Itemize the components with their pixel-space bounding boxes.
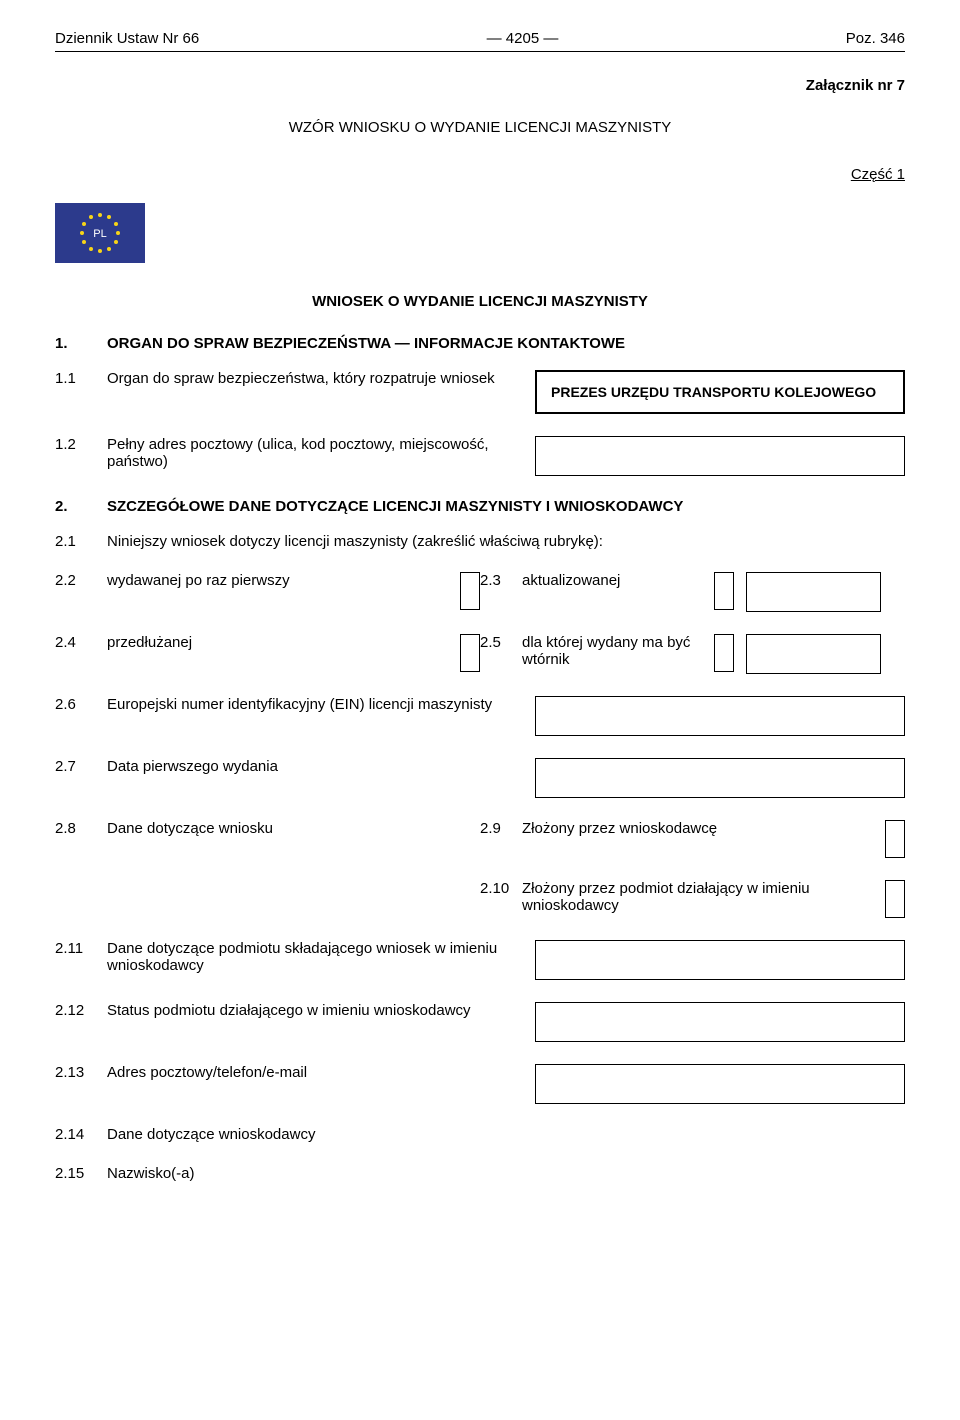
label-2-7: Data pierwszego wydania [107, 758, 523, 775]
authority-box: PREZES URZĘDU TRANSPORTU KOLEJOWEGO [535, 370, 905, 414]
label-2-1: Niniejszy wniosek dotyczy licencji maszy… [107, 533, 905, 550]
row-2-1: 2.1 Niniejszy wniosek dotyczy licencji m… [55, 533, 905, 550]
label-2-14: Dane dotyczące wnioskodawcy [107, 1126, 905, 1143]
label-2-3: aktualizowanej [522, 572, 702, 589]
row-1-1: 1.1 Organ do spraw bezpieczeństwa, który… [55, 370, 905, 414]
row-2-14: 2.14 Dane dotyczące wnioskodawcy [55, 1126, 905, 1143]
input-2-5[interactable] [746, 634, 881, 674]
row-1-2: 1.2 Pełny adres pocztowy (ulica, kod poc… [55, 436, 905, 476]
label-2-9: Złożony przez wnioskodawcę [522, 820, 873, 837]
page-header: Dziennik Ustaw Nr 66 — 4205 — Poz. 346 [55, 30, 905, 47]
input-2-11[interactable] [535, 940, 905, 980]
section-2-title: SZCZEGÓŁOWE DANE DOTYCZĄCE LICENCJI MASZ… [107, 498, 905, 515]
checkbox-2-9[interactable] [885, 820, 905, 858]
num-2-8: 2.8 [55, 820, 95, 837]
eu-flag-icon: PL [55, 203, 145, 263]
row-2-2-2-3: 2.2 wydawanej po raz pierwszy 2.3 aktual… [55, 572, 905, 612]
header-left: Dziennik Ustaw Nr 66 [55, 30, 199, 47]
input-2-3[interactable] [746, 572, 881, 612]
checkbox-2-3[interactable] [714, 572, 734, 610]
label-2-8: Dane dotyczące wniosku [107, 820, 480, 837]
section-2-num: 2. [55, 498, 95, 515]
label-2-12: Status podmiotu działającego w imieniu w… [107, 1002, 523, 1019]
row-2-15: 2.15 Nazwisko(-a) [55, 1165, 905, 1182]
document-title: WZÓR WNIOSKU O WYDANIE LICENCJI MASZYNIS… [55, 119, 905, 136]
num-2-5: 2.5 [480, 634, 510, 651]
input-2-6[interactable] [535, 696, 905, 736]
checkbox-2-2[interactable] [460, 572, 480, 610]
num-2-15: 2.15 [55, 1165, 95, 1182]
row-2-10: 2.10 Złożony przez podmiot działający w … [55, 880, 905, 918]
part-label: Część 1 [55, 166, 905, 183]
num-2-7: 2.7 [55, 758, 95, 775]
num-2-2: 2.2 [55, 572, 95, 589]
section-1-heading: 1. ORGAN DO SPRAW BEZPIECZEŃSTWA — INFOR… [55, 335, 905, 352]
num-2-14: 2.14 [55, 1126, 95, 1143]
label-1-2: Pełny adres pocztowy (ulica, kod pocztow… [107, 436, 523, 470]
flag-pl-text: PL [93, 228, 106, 240]
num-2-1: 2.1 [55, 533, 95, 550]
row-2-8-2-9: 2.8 Dane dotyczące wniosku 2.9 Złożony p… [55, 820, 905, 858]
num-2-6: 2.6 [55, 696, 95, 713]
label-2-5: dla której wydany ma być wtórnik [522, 634, 702, 668]
label-2-15: Nazwisko(-a) [107, 1165, 905, 1182]
checkbox-2-5[interactable] [714, 634, 734, 672]
num-2-3: 2.3 [480, 572, 510, 589]
header-center: — 4205 — [487, 30, 559, 47]
attachment-label: Załącznik nr 7 [55, 77, 905, 94]
label-2-2: wydawanej po raz pierwszy [107, 572, 448, 589]
checkbox-2-10[interactable] [885, 880, 905, 918]
num-1-1: 1.1 [55, 370, 95, 387]
header-right: Poz. 346 [846, 30, 905, 47]
num-2-13: 2.13 [55, 1064, 95, 1081]
row-2-11: 2.11 Dane dotyczące podmiotu składająceg… [55, 940, 905, 980]
header-rule [55, 51, 905, 52]
row-2-4-2-5: 2.4 przedłużanej 2.5 dla której wydany m… [55, 634, 905, 674]
num-2-12: 2.12 [55, 1002, 95, 1019]
label-2-10: Złożony przez podmiot działający w imien… [522, 880, 873, 914]
label-2-6: Europejski numer identyfikacyjny (EIN) l… [107, 696, 523, 713]
section-2-heading: 2. SZCZEGÓŁOWE DANE DOTYCZĄCE LICENCJI M… [55, 498, 905, 515]
input-2-12[interactable] [535, 1002, 905, 1042]
num-2-11: 2.11 [55, 940, 95, 957]
row-2-13: 2.13 Adres pocztowy/telefon/e-mail [55, 1064, 905, 1104]
form-subtitle: WNIOSEK O WYDANIE LICENCJI MASZYNISTY [55, 293, 905, 310]
section-1-title: ORGAN DO SPRAW BEZPIECZEŃSTWA — INFORMAC… [107, 335, 905, 352]
row-2-6: 2.6 Europejski numer identyfikacyjny (EI… [55, 696, 905, 736]
row-2-7: 2.7 Data pierwszego wydania [55, 758, 905, 798]
label-2-13: Adres pocztowy/telefon/e-mail [107, 1064, 523, 1081]
num-2-9: 2.9 [480, 820, 510, 837]
label-2-11: Dane dotyczące podmiotu składającego wni… [107, 940, 523, 974]
num-2-4: 2.4 [55, 634, 95, 651]
label-1-1: Organ do spraw bezpieczeństwa, który roz… [107, 370, 523, 387]
section-1-num: 1. [55, 335, 95, 352]
input-2-7[interactable] [535, 758, 905, 798]
label-2-4: przedłużanej [107, 634, 448, 651]
num-1-2: 1.2 [55, 436, 95, 453]
checkbox-2-4[interactable] [460, 634, 480, 672]
address-input[interactable] [535, 436, 905, 476]
row-2-12: 2.12 Status podmiotu działającego w imie… [55, 1002, 905, 1042]
input-2-13[interactable] [535, 1064, 905, 1104]
num-2-10: 2.10 [480, 880, 510, 897]
